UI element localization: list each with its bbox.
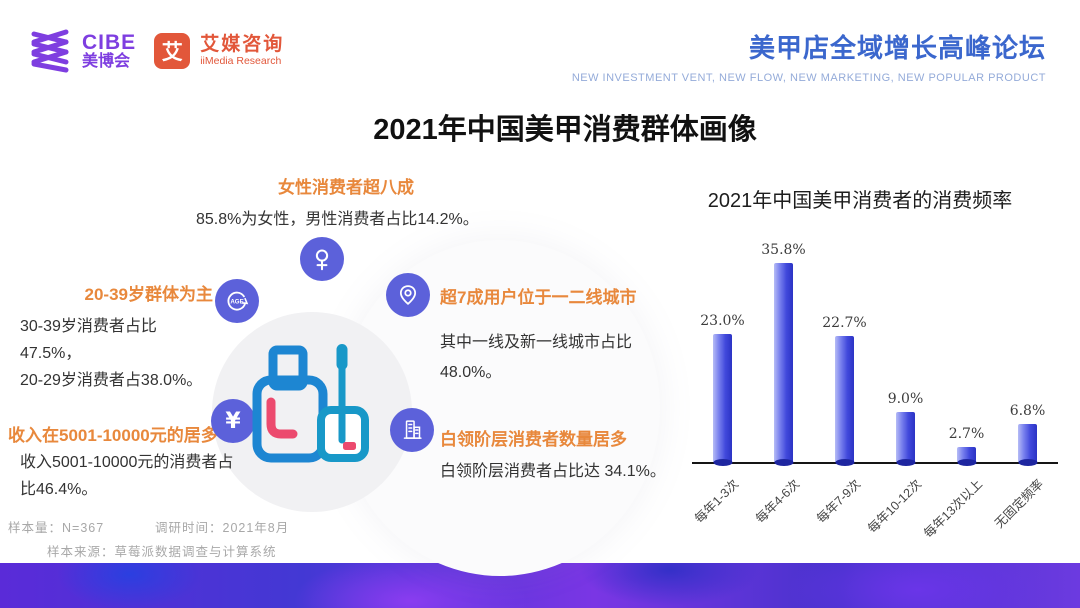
income-line-2: 比46.4%。 — [20, 481, 98, 498]
income-line-1: 收入5001-10000元的消费者占 — [20, 454, 234, 471]
iimedia-logo-text: 艾媒咨询 — [200, 33, 285, 55]
bar-value-label: 22.7% — [822, 315, 867, 332]
bar — [1018, 424, 1037, 462]
age-line-1: 30-39岁消费者占比 — [20, 318, 157, 335]
header-logos: CIBE 美博会 艾 艾媒咨询 iiMedia Research — [28, 26, 284, 76]
bar-column: 6.8% 无固定频率 — [992, 240, 1058, 531]
event-title: 美甲店全域增长高峰论坛 — [748, 33, 1046, 63]
city-heading: 超7成用户位于一二线城市 — [440, 288, 637, 307]
yen-glyph: ¥ — [225, 408, 241, 434]
female-icon — [300, 237, 344, 281]
bar-base-ellipse — [713, 459, 732, 466]
bar-value-label: 9.0% — [887, 391, 924, 408]
bar-base-ellipse — [1018, 459, 1037, 466]
cibe-logo-text: CIBE — [82, 30, 137, 54]
bar-base-ellipse — [896, 459, 915, 466]
bar-base-ellipse — [835, 459, 854, 466]
iimedia-logo-icon: 艾 — [154, 33, 191, 69]
bar-plot: 23.0% 每年1-3次 35.8% 每年4-6次 22.7% 每年7-9次 9.0% 每年1… — [692, 240, 1058, 541]
bar-value-label: 6.8% — [1009, 403, 1046, 420]
x-axis-label: 无固定频率 — [992, 476, 1047, 531]
iimedia-logo-subtext: iiMedia Research — [200, 54, 282, 67]
bar-value-label: 2.7% — [948, 426, 985, 443]
bar — [835, 336, 854, 462]
x-axis-label: 每年7-9次 — [814, 476, 864, 527]
bar — [713, 334, 732, 462]
age-line-2: 47.5%， — [20, 345, 82, 362]
survey-time: 调研时间：2021年8月 — [155, 521, 290, 535]
x-axis-label: 每年10-12次 — [865, 476, 925, 536]
bar-column: 22.7% 每年7-9次 — [814, 240, 875, 526]
x-axis-label: 每年1-3次 — [692, 476, 742, 527]
occupation-line-1: 白领阶层消费者占比达 34.1%。 — [440, 463, 666, 480]
bar-base-ellipse — [957, 459, 976, 466]
x-axis-label: 每年4-6次 — [753, 476, 803, 527]
sample-source: 样本来源：草莓派数据调查与计算系统 — [47, 545, 277, 559]
bar-value-label: 35.8% — [761, 242, 806, 259]
bar — [957, 447, 976, 462]
svg-text:AGE: AGE — [230, 298, 243, 305]
age-line-3: 20-29岁消费者占38.0%。 — [20, 372, 203, 389]
bar — [774, 263, 793, 462]
gender-heading: 女性消费者超八成 — [278, 178, 414, 197]
bar-column: 35.8% 每年4-6次 — [753, 240, 814, 526]
bar — [896, 412, 915, 462]
location-icon — [386, 273, 430, 317]
event-header: 美甲店全域增长高峰论坛 NEW INVESTMENT VENT, NEW FLO… — [572, 28, 1046, 84]
gender-body: 85.8%为女性，男性消费者占比14.2%。 — [196, 211, 479, 228]
bar-column: 23.0% 每年1-3次 — [692, 240, 753, 526]
sample-size: 样本量：N=367 — [8, 521, 105, 535]
bar-column: 2.7% 每年13次以上 — [921, 240, 997, 541]
x-axis-label: 每年13次以上 — [921, 476, 986, 541]
bar-value-label: 23.0% — [700, 313, 745, 330]
chart-title: 2021年中国美甲消费者的消费频率 — [707, 190, 1013, 212]
cibe-logo-subtext: 美博会 — [82, 52, 131, 70]
bar-column: 9.0% 每年10-12次 — [865, 240, 936, 536]
yen-icon: ¥ — [211, 399, 255, 443]
iimedia-glyph: 艾 — [161, 41, 183, 64]
city-line-2: 48.0%。 — [440, 364, 502, 381]
age-cycle-icon: AGE — [215, 279, 259, 323]
occupation-heading: 白领阶层消费者数量居多 — [440, 430, 627, 449]
cibe-logo-icon — [31, 29, 69, 73]
city-line-1: 其中一线及新一线城市占比 — [440, 334, 633, 351]
building-icon — [390, 408, 434, 452]
nail-polish-icon — [252, 344, 369, 463]
page-title: 2021年中国美甲消费群体画像 — [373, 114, 757, 146]
bar-base-ellipse — [774, 459, 793, 466]
age-heading: 20-39岁群体为主 — [84, 285, 213, 304]
event-subtitle: NEW INVESTMENT VENT, NEW FLOW, NEW MARKE… — [571, 72, 1046, 84]
income-heading: 收入在5001-10000元的居多 — [8, 426, 218, 445]
